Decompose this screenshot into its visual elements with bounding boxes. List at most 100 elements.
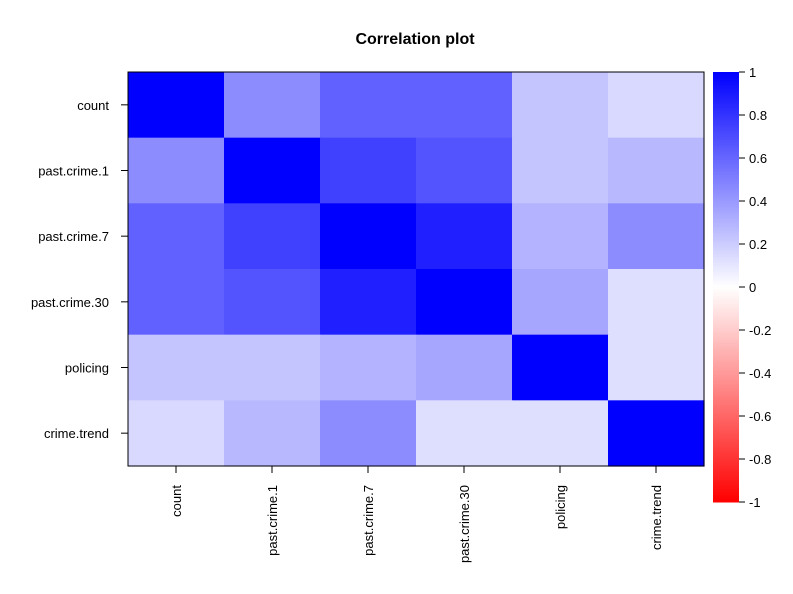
colorbar-segment [713, 153, 739, 157]
colorbar-segment [713, 478, 739, 481]
colorbar-segment [713, 405, 739, 408]
colorbar-segment [713, 76, 739, 79]
colorbar-segment [713, 400, 739, 404]
colorbar-segment [713, 302, 739, 305]
colorbar-segment [713, 269, 739, 273]
x-tick-label: policing [553, 485, 568, 529]
colorbar-segment [713, 489, 739, 492]
colorbar-segment [713, 476, 739, 479]
x-tick-label: past.crime.7 [361, 485, 376, 556]
colorbar-tick-label: -0.2 [749, 323, 771, 338]
colorbar-segment [713, 127, 739, 131]
colorbar-segment [713, 383, 739, 387]
colorbar-segment [713, 396, 739, 400]
colorbar-segment [713, 471, 739, 475]
colorbar-segment [713, 411, 739, 415]
colorbar-segment [713, 170, 739, 174]
colorbar-segment [713, 271, 739, 275]
colorbar-segment [713, 375, 739, 378]
colorbar-segment [713, 420, 739, 423]
colorbar-segment [713, 392, 739, 395]
colorbar-segment [713, 185, 739, 189]
colorbar-segment [713, 213, 739, 217]
colorbar-tick-label: -0.4 [749, 366, 771, 381]
colorbar-segment [713, 499, 739, 503]
x-tick-label: past.crime.30 [457, 485, 472, 563]
colorbar-segment [713, 74, 739, 77]
colorbar-segment [713, 373, 739, 376]
colorbar-segment [713, 254, 739, 258]
heatmap-cell-policing-past.crime.30 [416, 334, 513, 401]
colorbar-segment [713, 456, 739, 460]
colorbar-segment [713, 347, 739, 350]
heatmap-cell-past.crime.30-past.crime.1 [224, 269, 321, 336]
colorbar-segment [713, 484, 739, 488]
colorbar-segment [713, 142, 739, 146]
heatmap-cell-past.crime.7-policing [512, 203, 609, 270]
colorbar-segment [713, 136, 739, 140]
colorbar-segment [713, 190, 739, 193]
colorbar-segment [713, 203, 739, 206]
colorbar-segment [713, 452, 739, 456]
y-tick-label: crime.trend [44, 426, 109, 441]
colorbar-segment [713, 164, 739, 168]
colorbar-segment [713, 110, 739, 114]
colorbar-segment [713, 480, 739, 484]
colorbar-tick-label: 0.4 [749, 194, 767, 209]
colorbar-tick-label: -0.8 [749, 452, 771, 467]
colorbar-segment [713, 377, 739, 380]
colorbar-segment [713, 306, 739, 309]
colorbar-segment [713, 205, 739, 208]
colorbar-segment [713, 228, 739, 232]
colorbar-segment [713, 332, 739, 335]
colorbar-segment [713, 398, 739, 402]
colorbar-segment [713, 291, 739, 294]
colorbar-segment [713, 381, 739, 385]
colorbar-segment [713, 390, 739, 393]
colorbar-segment [713, 121, 739, 125]
colorbar-segment [713, 426, 739, 430]
colorbar-segment [713, 211, 739, 215]
colorbar-segment [713, 259, 739, 262]
colorbar-segment [713, 338, 739, 342]
colorbar-segment [713, 317, 739, 320]
colorbar-segment [713, 84, 739, 88]
colorbar-segment [713, 366, 739, 370]
colorbar-segment [713, 112, 739, 116]
colorbar-tick-label: 1 [749, 65, 756, 80]
heatmap-cell-count-past.crime.30 [416, 72, 513, 139]
colorbar-segment [713, 308, 739, 312]
colorbar-segment [713, 334, 739, 337]
colorbar-segment [713, 355, 739, 359]
colorbar-segment [713, 327, 739, 331]
colorbar-segment [713, 263, 739, 266]
colorbar-segment [713, 207, 739, 211]
colorbar-segment [713, 321, 739, 325]
colorbar-segment [713, 179, 739, 183]
colorbar-segment [713, 465, 739, 469]
colorbar-segment [713, 407, 739, 411]
heatmap-cell-past.crime.1-count [128, 137, 225, 204]
colorbar-tick-label: 0.2 [749, 237, 767, 252]
colorbar-segment [713, 134, 739, 137]
colorbar-segment [713, 295, 739, 299]
colorbar-segment [713, 364, 739, 368]
heatmap-cell-count-past.crime.1 [224, 72, 321, 139]
colorbar-segment [713, 394, 739, 398]
colorbar-segment [713, 287, 739, 290]
colorbar-segment [713, 149, 739, 153]
colorbar-segment [713, 497, 739, 501]
colorbar-segment [713, 95, 739, 99]
colorbar-segment [713, 422, 739, 426]
colorbar-segment [713, 431, 739, 434]
colorbar-segment [713, 140, 739, 144]
colorbar-segment [713, 265, 739, 269]
y-axis: count past.crime.1 past.crime.7 past.crime.… [31, 98, 128, 441]
colorbar-segment [713, 353, 739, 357]
heatmap-cell-past.crime.30-count [128, 269, 225, 336]
heatmap-cell-past.crime.30-crime.trend [608, 269, 705, 336]
plot-frame [127, 71, 705, 467]
colorbar-segment [713, 330, 739, 333]
heatmap-cell-past.crime.1-policing [512, 137, 609, 204]
colorbar-segment [713, 241, 739, 245]
